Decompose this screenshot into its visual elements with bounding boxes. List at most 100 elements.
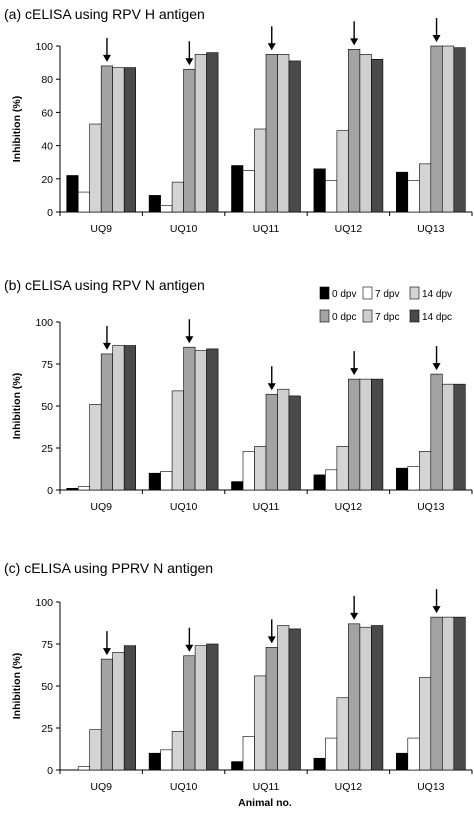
bar-0-dpv-uq12 [313,757,326,771]
bar-7-dpv-uq12 [325,180,338,213]
bar-14-dpv-uq12 [336,446,349,491]
y-tick-label: 25 [41,443,53,455]
bar-0-dpv-uq11 [231,761,244,771]
bar-14-dpc-uq11 [288,628,301,771]
arrow-marker-head [102,54,111,62]
category-label: UQ9 [90,501,112,513]
y-tick-label: 50 [41,681,53,693]
bar-7-dpv-uq11 [242,451,255,491]
chart-panel-1: (a) cELISA using RPV H antigen 0 20 40 60 80 1… [4,6,473,235]
bar-0-dpc-uq12 [348,623,361,771]
arrow-marker-head [432,363,441,371]
bar-0-dpc-uq11 [265,53,278,213]
arrow-marker-head [432,35,441,42]
y-tick-label: 40 [41,141,53,153]
bar-14-dpc-uq13 [453,616,466,771]
bar-0-dpv-uq11 [231,481,244,491]
bar-7-dpc-uq11 [277,53,290,213]
bar-0-dpc-uq13 [430,45,443,213]
bar-7-dpv-uq13 [407,737,420,771]
legend-swatch [409,309,420,323]
chart-panel-2: (b) cELISA using RPV N antigen 0 25 50 75 100… [4,277,473,513]
bar-14-dpv-uq12 [336,130,349,213]
bar-7-dpc-uq13 [441,383,455,491]
bar-0-dpc-uq12 [348,378,361,491]
bar-7-dpc-uq12 [359,53,372,213]
bar-7-dpc-uq9 [112,67,125,213]
bar-7-dpv-uq11 [242,170,255,213]
bar-14-dpc-uq11 [288,395,301,491]
legend-label: 0 dpv [332,289,356,300]
panel-title: (c) cELISA using PPRV N antigen [4,560,213,576]
bar-14-dpc-uq10 [206,348,219,491]
bar-0-dpc-uq9 [100,353,113,491]
bar-7-dpc-uq13 [441,45,455,213]
bar-14-dpc-uq10 [206,52,219,213]
category-label: UQ11 [253,781,280,793]
bar-0-dpv-uq13 [395,467,409,491]
arrow-marker-head [432,606,441,614]
bar-7-dpc-uq11 [277,388,290,491]
category-label: UQ12 [335,781,363,793]
arrow-marker-head [185,336,194,344]
bar-14-dpv-uq13 [418,163,432,213]
bar-0-dpc-uq13 [430,373,443,491]
bar-14-dpv-uq9 [89,123,102,213]
bar-14-dpv-uq10 [171,390,184,491]
bar-14-dpv-uq10 [171,731,184,771]
category-label: UQ13 [417,223,445,235]
arrow-marker-head [350,38,359,46]
y-tick-label: 60 [41,107,53,119]
category-label: UQ12 [335,501,363,513]
bar-14-dpv-uq11 [254,675,267,771]
y-axis-label: Inhibition (%) [11,373,23,439]
legend-swatch [409,286,420,300]
y-axis-label: Inhibition (%) [11,653,23,719]
arrow-marker-head [350,612,359,620]
bar-14-dpc-uq12 [371,58,384,213]
bar-14-dpc-uq9 [123,345,136,491]
bar-0-dpv-uq11 [231,165,244,213]
category-label: UQ9 [90,781,112,793]
category-label: UQ10 [170,781,198,793]
y-tick-label: 20 [41,174,53,186]
arrow-marker-head [185,58,194,66]
y-tick-label: 100 [35,597,53,609]
y-tick-label: 0 [47,765,53,777]
bar-14-dpc-uq13 [453,47,466,213]
bar-7-dpv-uq12 [325,469,338,491]
chart-panel-3: (c) cELISA using PPRV N antigen 0 25 50 75 10… [4,560,473,793]
bar-14-dpv-uq9 [89,729,102,771]
category-label: UQ13 [417,781,445,793]
bar-14-dpv-uq13 [418,451,432,491]
bar-0-dpv-uq12 [313,474,326,491]
bar-14-dpv-uq9 [89,404,102,491]
y-tick-label: 100 [35,41,53,53]
y-tick-label: 80 [41,74,53,86]
category-label: UQ13 [417,501,445,513]
bar-14-dpc-uq10 [206,643,219,771]
bar-0-dpc-uq9 [100,65,113,213]
bar-0-dpv-uq10 [148,195,161,213]
y-tick-label: 0 [47,485,53,497]
y-tick-label: 0 [47,207,53,219]
bar-7-dpv-uq9 [77,191,90,213]
y-tick-label: 100 [35,317,53,329]
bar-0-dpc-uq10 [183,68,196,213]
bar-14-dpv-uq11 [254,446,267,491]
bar-0-dpc-uq12 [348,49,361,213]
legend-label: 0 dpc [332,312,356,323]
panels: (a) cELISA using RPV H antigen 0 20 40 60 80 1… [4,6,473,793]
category-label: UQ10 [170,501,198,513]
bar-0-dpv-uq12 [313,168,326,213]
arrow-marker-head [185,644,194,652]
legend-swatch [362,286,373,300]
arrow-marker-head [102,648,111,656]
category-label: UQ10 [170,223,198,235]
bar-0-dpc-uq13 [430,616,443,771]
category-label: UQ11 [253,501,280,513]
category-label: UQ12 [335,223,363,235]
bar-7-dpc-uq13 [441,616,455,771]
bar-14-dpc-uq11 [288,60,301,213]
